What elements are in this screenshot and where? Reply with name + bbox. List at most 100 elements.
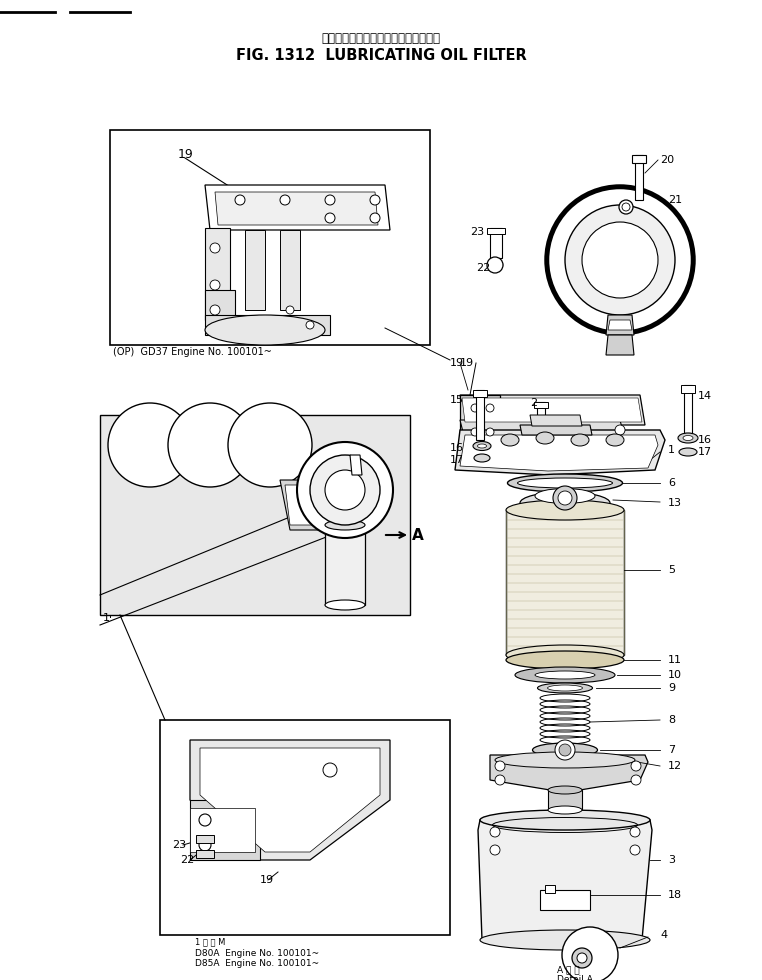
Text: 2: 2: [530, 398, 537, 408]
Ellipse shape: [533, 743, 597, 757]
Text: 19: 19: [450, 358, 464, 368]
Text: 23: 23: [172, 840, 186, 850]
Text: 14: 14: [698, 391, 712, 401]
Circle shape: [168, 403, 252, 487]
Circle shape: [228, 403, 312, 487]
Text: 3: 3: [668, 855, 675, 865]
Ellipse shape: [506, 651, 624, 669]
Polygon shape: [205, 185, 390, 230]
Polygon shape: [460, 395, 645, 425]
Circle shape: [306, 321, 314, 329]
Circle shape: [325, 195, 335, 205]
Bar: [100, 415, 410, 615]
Circle shape: [619, 200, 633, 214]
Polygon shape: [490, 755, 648, 790]
Circle shape: [615, 425, 625, 435]
Circle shape: [631, 761, 641, 771]
Text: 10: 10: [668, 670, 682, 680]
Text: 4: 4: [660, 930, 667, 940]
Text: 23: 23: [470, 227, 484, 237]
Circle shape: [370, 213, 380, 223]
Ellipse shape: [537, 683, 593, 693]
Circle shape: [555, 740, 575, 760]
Ellipse shape: [478, 444, 486, 448]
Polygon shape: [478, 820, 652, 940]
Bar: [473, 390, 487, 397]
Circle shape: [199, 814, 211, 826]
Ellipse shape: [507, 474, 623, 492]
Ellipse shape: [536, 432, 554, 444]
Bar: [681, 385, 695, 393]
Circle shape: [490, 827, 500, 837]
Text: 5: 5: [668, 565, 675, 575]
Text: 17: 17: [450, 455, 464, 465]
Polygon shape: [460, 420, 625, 440]
Text: 8: 8: [668, 715, 675, 725]
Ellipse shape: [325, 520, 365, 530]
Ellipse shape: [571, 434, 589, 446]
Circle shape: [325, 213, 335, 223]
Text: 6: 6: [668, 478, 675, 488]
Text: 22: 22: [180, 855, 194, 865]
Bar: [196, 850, 214, 858]
Circle shape: [562, 927, 618, 980]
Circle shape: [582, 222, 658, 298]
Text: 20: 20: [660, 155, 674, 165]
Circle shape: [565, 205, 675, 315]
Text: 17: 17: [698, 447, 712, 457]
Bar: [476, 390, 484, 440]
Circle shape: [471, 428, 479, 436]
Circle shape: [210, 305, 220, 315]
Polygon shape: [606, 335, 634, 355]
Ellipse shape: [506, 500, 624, 520]
Text: (OP)  GD37 Engine No. 100101~: (OP) GD37 Engine No. 100101~: [113, 347, 272, 357]
Circle shape: [577, 953, 587, 963]
Text: 15: 15: [450, 395, 464, 405]
Circle shape: [572, 948, 592, 968]
Text: 12: 12: [668, 761, 682, 771]
Text: 19: 19: [178, 149, 194, 162]
Bar: [110, 130, 430, 345]
Circle shape: [210, 280, 220, 290]
Bar: [487, 228, 505, 234]
Bar: [196, 835, 214, 843]
Bar: [160, 720, 450, 935]
Text: 16: 16: [450, 443, 464, 453]
Circle shape: [495, 775, 505, 785]
Ellipse shape: [205, 315, 325, 345]
Ellipse shape: [480, 810, 650, 830]
Ellipse shape: [495, 752, 635, 768]
Circle shape: [490, 845, 500, 855]
Polygon shape: [280, 480, 340, 530]
Bar: [548, 790, 582, 810]
Circle shape: [553, 486, 577, 510]
Text: ルーブリケーティングオイルフィルタ: ルーブリケーティングオイルフィルタ: [322, 31, 440, 44]
Text: A: A: [412, 527, 424, 543]
Text: 16: 16: [698, 435, 712, 445]
Circle shape: [631, 775, 641, 785]
Circle shape: [486, 428, 494, 436]
Polygon shape: [606, 315, 634, 335]
Text: 19: 19: [460, 358, 474, 368]
Bar: [534, 402, 548, 408]
Circle shape: [286, 306, 294, 314]
Polygon shape: [350, 455, 362, 475]
Circle shape: [630, 845, 640, 855]
Ellipse shape: [517, 478, 613, 488]
Circle shape: [548, 188, 692, 332]
Ellipse shape: [506, 645, 624, 665]
Text: 21: 21: [668, 195, 682, 205]
Ellipse shape: [474, 454, 490, 462]
Circle shape: [297, 442, 393, 538]
Bar: [325, 525, 365, 605]
Circle shape: [199, 839, 211, 851]
Circle shape: [323, 763, 337, 777]
Circle shape: [622, 203, 630, 211]
Polygon shape: [190, 800, 260, 860]
Circle shape: [235, 195, 245, 205]
Polygon shape: [190, 808, 255, 852]
Circle shape: [325, 470, 365, 510]
Bar: [635, 155, 643, 200]
Text: 18: 18: [668, 890, 682, 900]
Circle shape: [486, 404, 494, 412]
